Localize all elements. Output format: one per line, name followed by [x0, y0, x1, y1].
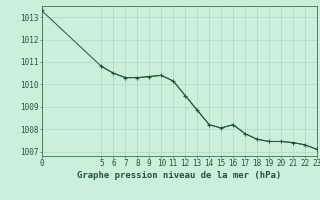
- X-axis label: Graphe pression niveau de la mer (hPa): Graphe pression niveau de la mer (hPa): [77, 171, 281, 180]
